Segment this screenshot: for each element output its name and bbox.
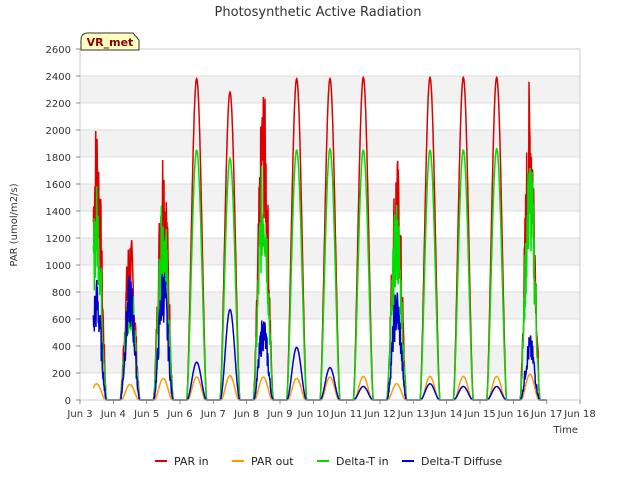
x-tick-label: Jun 5: [133, 409, 159, 420]
y-tick-labels: 0 200 400 600 800 1000 1200 1400 1600 1800 2000 220…: [46, 45, 80, 407]
y-tick-label: 400: [52, 342, 71, 353]
y-tick-label: 0: [65, 396, 71, 407]
legend-label: Delta-T Diffuse: [421, 455, 502, 468]
y-tick-label: 2600: [46, 45, 71, 56]
y-tick-label: 1800: [46, 153, 71, 164]
y-tick-label: 1200: [46, 234, 71, 245]
y-tick-label: 800: [52, 288, 71, 299]
y-tick-label: 2000: [46, 126, 71, 137]
x-tick-label: Jun 6: [166, 409, 192, 420]
y-tick-label: 200: [52, 369, 71, 380]
legend: PAR in PAR out Delta-T in Delta-T Diffuse: [155, 455, 502, 468]
y-tick-label: 1400: [46, 207, 71, 218]
grid-band: [80, 184, 580, 211]
legend-label: PAR out: [251, 455, 294, 468]
legend-label: PAR in: [174, 455, 209, 468]
x-tick-label: Jun 8: [233, 409, 259, 420]
x-axis-label: Time: [553, 425, 578, 436]
x-tick-label: Jun 3: [66, 409, 92, 420]
x-tick-label: Jun 4: [100, 409, 126, 420]
grid-bands: [80, 76, 580, 373]
site-tag: VR_met: [80, 32, 140, 51]
y-tick-label: 600: [52, 315, 71, 326]
x-tick-label: Jun 7: [200, 409, 226, 420]
x-tick-label: Jun 17: [530, 409, 563, 420]
grid-band: [80, 130, 580, 157]
plot-frame: [79, 48, 581, 401]
x-tick-label: Jun 9: [266, 409, 292, 420]
x-tick-label: Jun 11: [330, 409, 363, 420]
x-tick-label: Jun 15: [463, 409, 496, 420]
y-tick-label: 1600: [46, 180, 71, 191]
site-tag-label: VR_met: [87, 36, 134, 49]
y-tick-label: 1000: [46, 261, 71, 272]
grid-band: [80, 292, 580, 319]
y-tick-label: 2200: [46, 99, 71, 110]
grid-band: [80, 238, 580, 265]
site-tag-box: [80, 32, 140, 51]
x-tick-label: Jun 13: [397, 409, 430, 420]
x-tick-labels: Jun 3 Jun 4 Jun 5 Jun 6 Jun 7 Jun 8 Jun 9 Jun 1…: [66, 400, 596, 420]
x-tick-label: Jun 18: [563, 409, 596, 420]
y-axis-label: PAR (umol/m2/s): [9, 183, 20, 266]
x-tick-label: Jun 10: [297, 409, 330, 420]
chart-title: Photosynthetic Active Radiation: [215, 5, 422, 20]
grid-band: [80, 346, 580, 373]
legend-label: Delta-T in: [336, 455, 389, 468]
x-tick-label: Jun 12: [363, 409, 396, 420]
y-tick-label: 2400: [46, 72, 71, 83]
x-tick-label: Jun 14: [430, 409, 463, 420]
x-tick-label: Jun 16: [497, 409, 530, 420]
